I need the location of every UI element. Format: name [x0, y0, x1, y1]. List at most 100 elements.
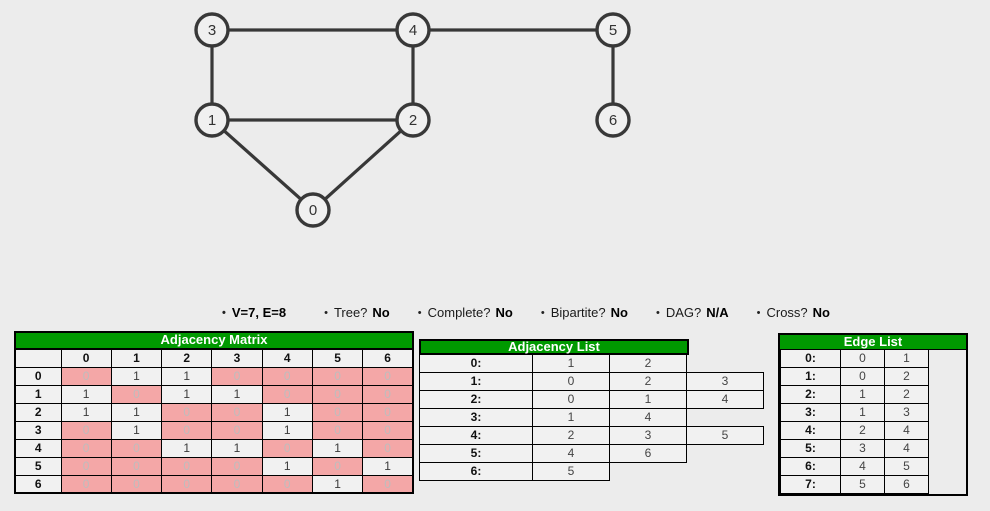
edge-list-cell: 0 — [840, 349, 885, 368]
edge-list-table: Edge List 0: 0 1 1: 0 2 2: 1 2 3: 1 3 4: 2 4 5: 3 4 6: 4 5 7:… — [778, 333, 968, 496]
matrix-cell: 0 — [362, 474, 414, 494]
graph-node-circle[interactable] — [395, 12, 431, 48]
graph-node-6[interactable]: 6 — [595, 102, 631, 138]
matrix-cell: 1 — [110, 402, 163, 422]
bullet-icon: • — [655, 306, 660, 319]
edge-list-cell: 0 — [840, 367, 885, 386]
adjacency-list-cell: 2 — [609, 354, 687, 373]
matrix-cell: 1 — [110, 366, 163, 386]
graph-node-3[interactable]: 3 — [194, 12, 230, 48]
matrix-row-header: 5 — [14, 456, 62, 476]
matrix-cell: 1 — [261, 456, 313, 476]
matrix-cell: 0 — [211, 456, 263, 476]
matrix-cell: 0 — [362, 402, 414, 422]
graph-node-2[interactable]: 2 — [395, 102, 431, 138]
bullet-icon: • — [324, 306, 328, 319]
adjacency-list-row-label: 3: — [419, 408, 533, 427]
matrix-cell: 0 — [362, 438, 414, 458]
graph-node-circle[interactable] — [295, 192, 331, 228]
matrix-cell: 0 — [60, 456, 112, 476]
matrix-cell: 0 — [60, 420, 112, 440]
matrix-col-header: 2 — [161, 348, 213, 368]
edge-list-row-label: 3: — [780, 403, 841, 422]
stat-label: Tree? — [333, 305, 368, 320]
matrix-cell: 1 — [311, 438, 364, 458]
graph-node-label: 1 — [208, 112, 216, 129]
graph-node-label: 4 — [409, 22, 417, 39]
adjacency-list-cell: 6 — [609, 444, 687, 463]
matrix-cell: 0 — [261, 438, 313, 458]
stats-bar: • V=7, E=8 • Tree? No • Complete? No • Bipartite?… — [222, 304, 830, 321]
graph-node-label: 0 — [309, 202, 317, 219]
matrix-cell: 0 — [110, 438, 163, 458]
adjacency-list-row-label: 5: — [419, 444, 533, 463]
adjacency-list-cell: 1 — [532, 354, 610, 373]
bullet-icon: • — [417, 306, 422, 319]
edge-list-row-label: 6: — [780, 457, 841, 476]
matrix-row-header: 4 — [14, 438, 62, 458]
graph-node-0[interactable]: 0 — [295, 192, 331, 228]
stat-item: • Tree? No — [324, 305, 390, 320]
edge-list-row: 4: 2 4 — [780, 421, 966, 440]
graph-node-label: 6 — [609, 112, 617, 129]
graph-edge-0-1[interactable] — [210, 118, 315, 212]
graph-canvas[interactable]: 0 1 2 3 4 5 6 — [0, 0, 990, 300]
matrix-cell: 1 — [161, 384, 213, 404]
matrix-cell: 1 — [161, 366, 213, 386]
graph-node-circle[interactable] — [395, 102, 431, 138]
adjacency-list-row: 4: 2 3 5 — [419, 426, 764, 445]
matrix-row-header: 1 — [14, 384, 62, 404]
graph-node-circle[interactable] — [194, 102, 230, 138]
adjacency-matrix-title: Adjacency Matrix — [14, 331, 414, 348]
matrix-cell: 0 — [161, 456, 213, 476]
matrix-row-header: 2 — [14, 402, 62, 422]
edge-list-cell: 4 — [884, 439, 929, 458]
edge-list-cell: 4 — [840, 457, 885, 476]
edge-list-cell: 3 — [840, 439, 885, 458]
graph-node-circle[interactable] — [595, 12, 631, 48]
matrix-cell: 0 — [60, 474, 112, 494]
edge-list-row: 0: 0 1 — [780, 349, 966, 368]
edge-list-row: 6: 4 5 — [780, 457, 966, 476]
edge-list-cell: 2 — [884, 367, 929, 386]
matrix-cell: 0 — [211, 420, 263, 440]
adjacency-list-row-label: 2: — [419, 390, 533, 409]
matrix-cell: 1 — [211, 438, 263, 458]
matrix-cell: 0 — [311, 420, 364, 440]
stat-item: • Bipartite? No — [541, 305, 628, 320]
stat-value: N/A — [706, 305, 729, 320]
edge-list-row-label: 7: — [780, 475, 841, 494]
stat-value: No — [372, 305, 390, 320]
graph-node-5[interactable]: 5 — [595, 12, 631, 48]
matrix-cell: 1 — [60, 402, 112, 422]
matrix-cell: 0 — [161, 420, 213, 440]
matrix-cell: 0 — [211, 366, 263, 386]
edge-list-row: 7: 5 6 — [780, 475, 966, 494]
graph-node-label: 3 — [208, 22, 216, 39]
matrix-cell: 0 — [261, 474, 313, 494]
graph-node-4[interactable]: 4 — [395, 12, 431, 48]
edge-list-cell: 1 — [840, 403, 885, 422]
stat-value: No — [495, 305, 513, 320]
graph-node-circle[interactable] — [595, 102, 631, 138]
matrix-corner-cell — [14, 348, 62, 368]
adjacency-list-row: 1: 0 2 3 — [419, 372, 764, 391]
graph-node-1[interactable]: 1 — [194, 102, 230, 138]
edge-list-cell: 2 — [840, 421, 885, 440]
matrix-col-header: 1 — [110, 348, 163, 368]
adjacency-list-cell: 0 — [532, 372, 610, 391]
matrix-cell: 0 — [311, 366, 364, 386]
graph-edge-0-2[interactable] — [311, 118, 415, 212]
edge-list-row-label: 4: — [780, 421, 841, 440]
adjacency-list-row-label: 6: — [419, 462, 533, 481]
matrix-row-header: 6 — [14, 474, 62, 494]
graph-node-circle[interactable] — [194, 12, 230, 48]
adjacency-list-row: 2: 0 1 4 — [419, 390, 764, 409]
matrix-cell: 0 — [161, 402, 213, 422]
